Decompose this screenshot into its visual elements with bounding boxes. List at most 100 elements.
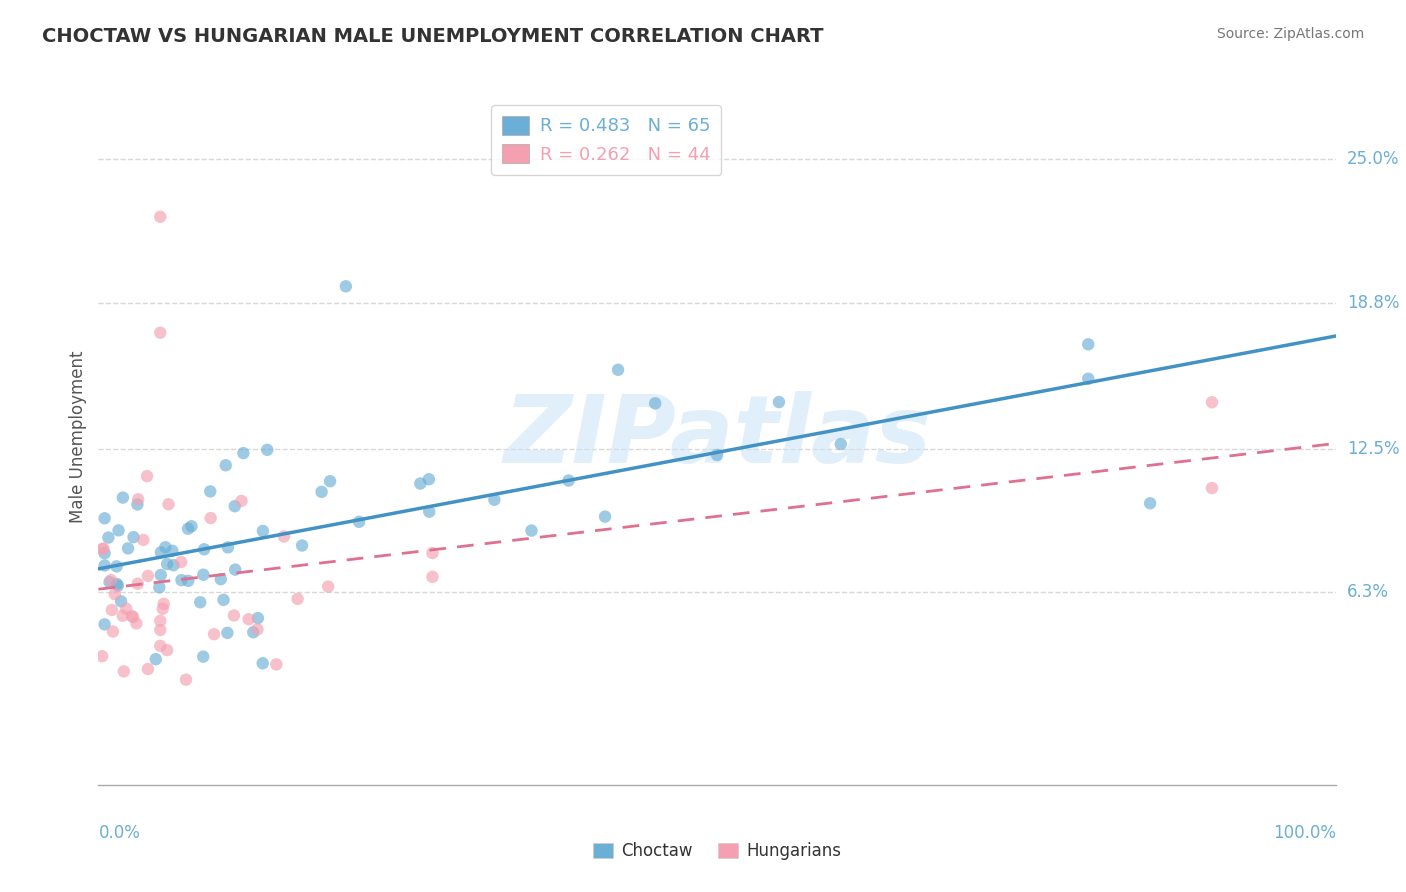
Point	[215, 458, 238, 473]
Point	[97, 531, 120, 545]
Text: ZIPatlas: ZIPatlas	[503, 391, 931, 483]
Point	[149, 326, 172, 340]
Point	[224, 563, 246, 577]
Point	[93, 511, 115, 525]
Point	[111, 608, 134, 623]
Point	[93, 617, 115, 632]
Point	[291, 539, 314, 553]
Point	[319, 474, 342, 488]
Point	[136, 569, 159, 583]
Point	[155, 540, 177, 554]
Point	[156, 643, 179, 657]
Point	[256, 442, 278, 457]
Point	[132, 533, 155, 547]
Point	[222, 608, 245, 623]
Text: Source: ZipAtlas.com: Source: ZipAtlas.com	[1216, 27, 1364, 41]
Point	[170, 573, 193, 587]
Point	[287, 591, 309, 606]
Point	[335, 279, 357, 293]
Point	[93, 541, 115, 556]
Point	[200, 484, 222, 499]
Point	[266, 657, 288, 672]
Point	[212, 592, 235, 607]
Point	[180, 519, 202, 533]
Point	[152, 597, 174, 611]
Point	[107, 524, 129, 538]
Point	[418, 505, 440, 519]
Point	[316, 580, 339, 594]
Point	[273, 529, 295, 543]
Text: 100.0%: 100.0%	[1272, 824, 1336, 842]
Text: 25.0%: 25.0%	[1347, 150, 1399, 168]
Point	[127, 576, 149, 591]
Point	[115, 601, 138, 615]
Point	[91, 649, 114, 664]
Point	[122, 610, 145, 624]
Point	[127, 498, 149, 512]
Point	[152, 601, 174, 615]
Point	[122, 530, 145, 544]
Point	[121, 609, 143, 624]
Point	[188, 595, 211, 609]
Point	[104, 587, 127, 601]
Point	[644, 396, 666, 410]
Point	[242, 625, 264, 640]
Text: 0.0%: 0.0%	[98, 824, 141, 842]
Point	[224, 500, 246, 514]
Point	[127, 492, 149, 507]
Point	[217, 625, 239, 640]
Text: 12.5%: 12.5%	[1347, 440, 1399, 458]
Point	[200, 511, 222, 525]
Point	[149, 614, 172, 628]
Point	[607, 363, 630, 377]
Point	[422, 570, 444, 584]
Point	[136, 662, 159, 676]
Point	[93, 558, 115, 573]
Point	[149, 568, 172, 582]
Point	[100, 573, 122, 587]
Point	[520, 524, 543, 538]
Point	[148, 580, 170, 594]
Text: CHOCTAW VS HUNGARIAN MALE UNEMPLOYMENT CORRELATION CHART: CHOCTAW VS HUNGARIAN MALE UNEMPLOYMENT C…	[42, 27, 824, 45]
Point	[149, 623, 172, 637]
Point	[246, 611, 269, 625]
Point	[156, 557, 179, 571]
Point	[193, 649, 215, 664]
Point	[557, 474, 579, 488]
Point	[162, 558, 184, 573]
Point	[252, 524, 274, 538]
Legend: R = 0.483   N = 65, R = 0.262   N = 44: R = 0.483 N = 65, R = 0.262 N = 44	[491, 105, 721, 175]
Point	[193, 567, 215, 582]
Y-axis label: Male Unemployment: Male Unemployment	[69, 351, 87, 524]
Point	[136, 469, 159, 483]
Point	[174, 673, 197, 687]
Point	[830, 437, 852, 451]
Text: 6.3%: 6.3%	[1347, 583, 1389, 601]
Point	[145, 652, 167, 666]
Point	[593, 509, 616, 524]
Point	[1077, 337, 1099, 351]
Point	[252, 657, 274, 671]
Point	[98, 575, 121, 590]
Point	[209, 572, 232, 586]
Point	[1201, 481, 1223, 495]
Point	[768, 395, 790, 409]
Point	[105, 577, 128, 591]
Point	[409, 476, 432, 491]
Point	[125, 616, 148, 631]
Point	[93, 546, 115, 560]
Point	[418, 472, 440, 486]
Point	[1201, 395, 1223, 409]
Point	[101, 603, 124, 617]
Point	[484, 492, 506, 507]
Point	[149, 545, 172, 559]
Point	[170, 555, 193, 569]
Point	[217, 541, 239, 555]
Point	[149, 210, 172, 224]
Point	[1077, 372, 1099, 386]
Point	[162, 543, 184, 558]
Point	[193, 542, 215, 557]
Point	[117, 541, 139, 556]
Point	[177, 522, 200, 536]
Point	[107, 579, 129, 593]
